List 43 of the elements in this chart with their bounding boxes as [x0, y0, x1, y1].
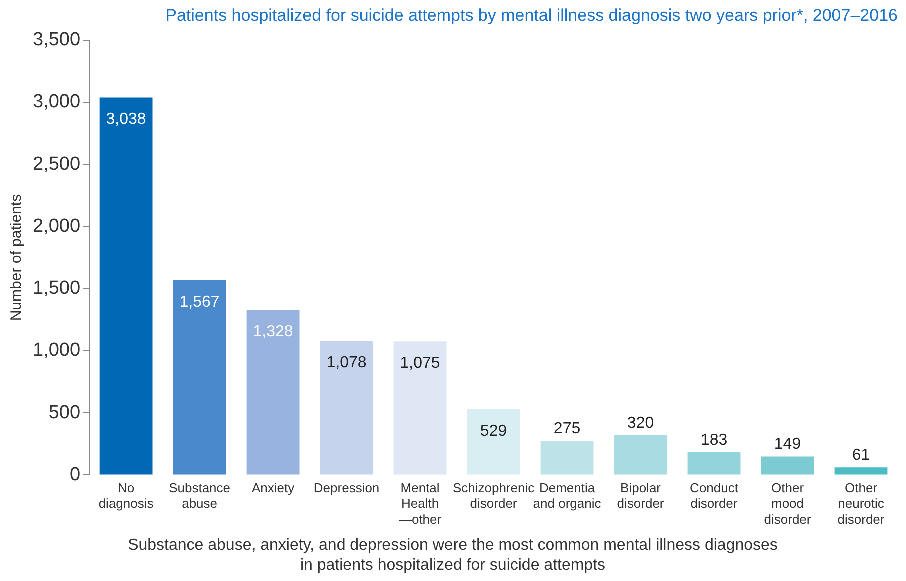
- x-tick-label: Conduct disorder: [690, 480, 739, 512]
- bar: [246, 310, 300, 475]
- x-tick-label: No diagnosis: [98, 480, 154, 512]
- y-axis-title: Number of patients: [8, 194, 26, 322]
- y-tick-label: 3,500: [33, 30, 81, 51]
- data-label: 1,075: [400, 355, 440, 372]
- y-tick-label: 0: [70, 464, 81, 486]
- y-tick-label: 2,000: [33, 216, 81, 237]
- bar: [540, 441, 594, 475]
- x-tick-label: Bipolar disorder: [617, 480, 665, 512]
- bar: [614, 435, 668, 475]
- y-tick-label: 3,000: [33, 92, 81, 113]
- bar: [467, 409, 520, 475]
- bar: [761, 456, 814, 475]
- data-label: 183: [700, 432, 728, 449]
- data-label: 3,038: [106, 111, 146, 128]
- bar: [320, 341, 374, 475]
- data-label: 149: [774, 436, 802, 454]
- data-label: 320: [627, 414, 654, 432]
- chart-title: Patients hospitalized for suicide attempts by mental illness diagnosis two years prior*, 2007–2016: [166, 6, 898, 25]
- bar: [394, 342, 447, 475]
- data-label: 1,328: [253, 324, 294, 341]
- y-tick-label: 500: [48, 402, 81, 424]
- data-label: 1,078: [326, 354, 367, 372]
- bar: [100, 98, 153, 475]
- x-tick-label: Anxiety: [252, 480, 296, 496]
- x-tick-label: Other neurotic disorder: [838, 480, 886, 527]
- y-tick-label: 2,500: [33, 154, 81, 175]
- y-tick-label: 1,500: [33, 278, 81, 300]
- x-tick-label: Substance abuse: [169, 480, 231, 512]
- bar: [173, 280, 226, 475]
- data-label: 275: [554, 420, 581, 438]
- data-label: 61: [852, 447, 870, 464]
- x-tick-label: Dementia and organic: [533, 480, 602, 512]
- text: Substance abuse, anxiety, and depression were the most common mental illness diagnoses in patients hospitalized for suicide attempts: [127, 536, 779, 576]
- x-tick-label: Mental Health —other: [398, 480, 442, 527]
- y-tick-label: 1,000: [33, 340, 81, 362]
- data-label: 529: [480, 422, 508, 440]
- x-tick-label: Depression: [314, 480, 380, 496]
- bar: [688, 452, 741, 475]
- data-label: 1,567: [180, 294, 220, 311]
- x-tick-label: Other mood disorder: [764, 480, 812, 527]
- bar: [834, 468, 888, 475]
